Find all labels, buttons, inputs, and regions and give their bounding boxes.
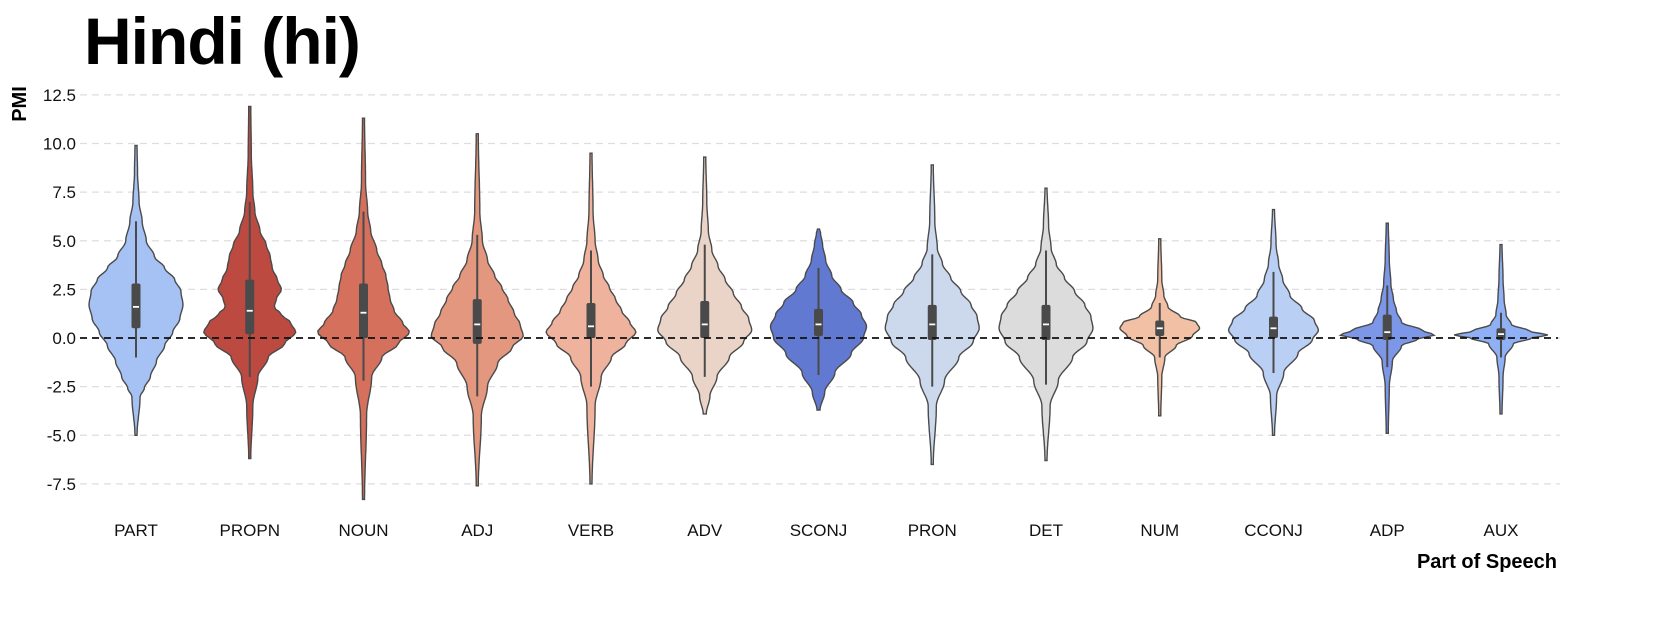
x-tick-label: PART — [114, 521, 158, 540]
violins — [88, 105, 1548, 501]
y-tick-labels: -7.5 -5.0 -2.5 0.0 2.5 5.0 7.5 10.0 12.5 — [43, 86, 76, 494]
y-tick-label: 2.5 — [52, 280, 76, 299]
violin-num — [1119, 238, 1201, 417]
y-tick-label: 0.0 — [52, 329, 76, 348]
violin-det — [998, 187, 1094, 462]
y-tick-label: 7.5 — [52, 183, 76, 202]
y-axis-label: PMI — [9, 86, 31, 122]
iqr-box — [1382, 314, 1392, 340]
violin-part — [88, 144, 184, 436]
violin-adp — [1338, 222, 1436, 434]
iqr-box — [1041, 304, 1051, 340]
violin-propn — [203, 105, 297, 460]
x-tick-label: PRON — [908, 521, 957, 540]
x-tick-label: SCONJ — [790, 521, 848, 540]
y-tick-label: -5.0 — [47, 426, 76, 445]
chart-title: Hindi (hi) — [84, 4, 361, 78]
iqr-box — [472, 299, 482, 344]
violin-adj — [430, 133, 524, 487]
violin-adv — [657, 156, 753, 415]
iqr-box — [131, 283, 141, 329]
x-tick-label: ADJ — [461, 521, 493, 540]
iqr-box — [586, 302, 596, 338]
x-tick-label: CCONJ — [1244, 521, 1303, 540]
x-axis-label: Part of Speech — [1417, 551, 1557, 573]
iqr-box — [359, 283, 368, 338]
x-tick-label: NOUN — [338, 521, 388, 540]
iqr-box — [814, 308, 823, 337]
iqr-box — [927, 304, 937, 340]
y-tick-label: 5.0 — [52, 232, 76, 251]
violin-cconj — [1227, 208, 1320, 436]
x-tick-label: NUM — [1140, 521, 1179, 540]
iqr-box — [1269, 316, 1278, 338]
y-tick-label: -7.5 — [47, 475, 76, 494]
x-tick-label: DET — [1029, 521, 1063, 540]
x-tick-label: PROPN — [220, 521, 280, 540]
violin-aux — [1454, 243, 1548, 415]
y-tick-label: 10.0 — [43, 135, 76, 154]
y-tick-label: 12.5 — [43, 86, 76, 105]
violin-verb — [545, 152, 637, 485]
x-tick-labels: PART PROPN NOUN ADJ VERB ADV SCONJ PRON DET NUM CC… — [114, 521, 1518, 540]
y-tick-label: -2.5 — [47, 378, 76, 397]
x-tick-label: ADV — [687, 521, 723, 540]
violin-sconj — [769, 228, 868, 411]
x-tick-label: AUX — [1484, 521, 1519, 540]
violin-pron — [884, 164, 980, 466]
iqr-box — [245, 279, 255, 335]
iqr-box — [700, 301, 710, 338]
x-tick-label: ADP — [1370, 521, 1405, 540]
x-tick-label: VERB — [568, 521, 614, 540]
violin-noun — [317, 117, 410, 501]
